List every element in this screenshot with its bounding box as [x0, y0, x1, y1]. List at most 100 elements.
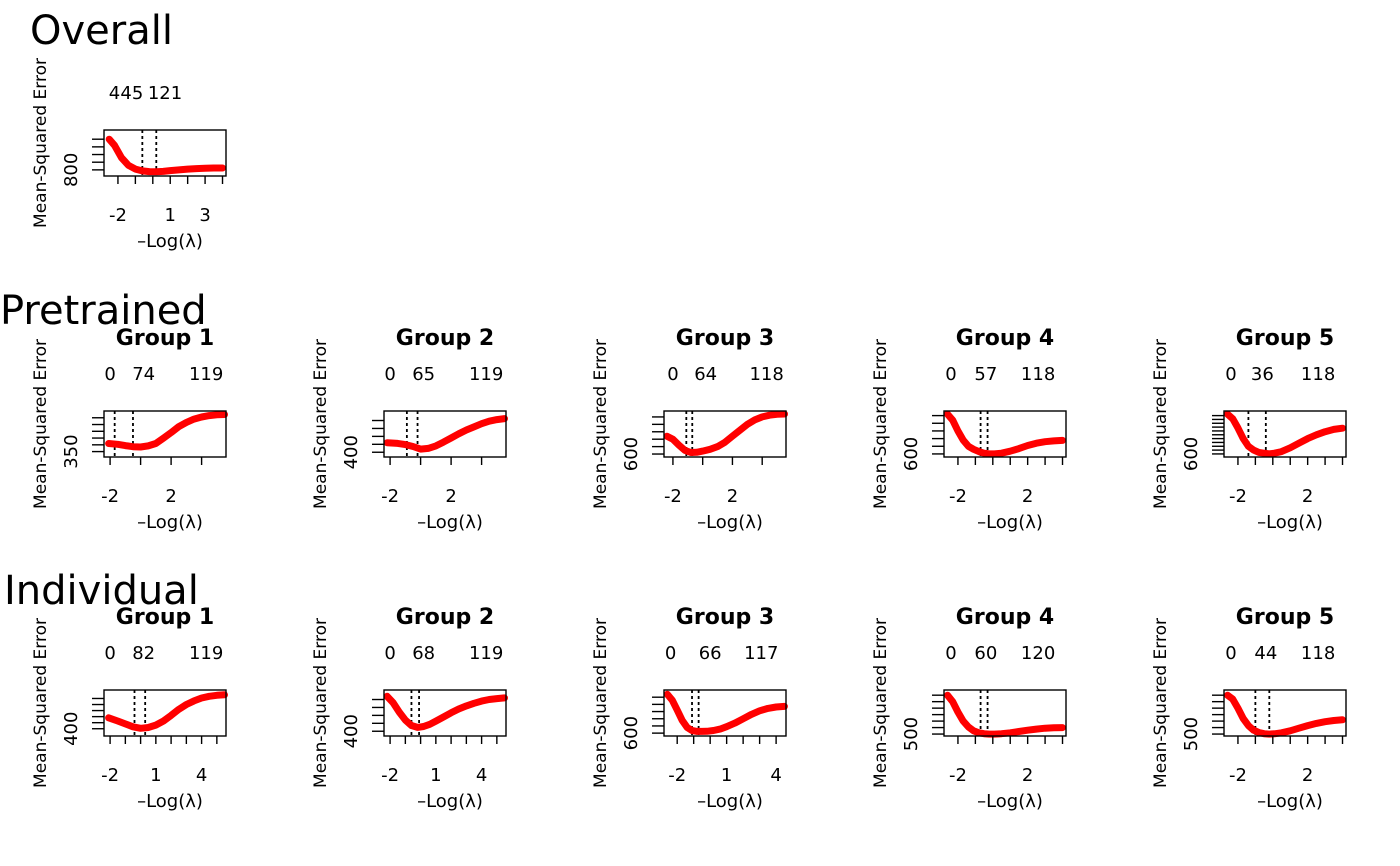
chart-panel: Group 3 0 64 118 -2 2 600 –Log(λ) Mean-Squared E…: [591, 326, 788, 533]
top-tick-label: 118: [1301, 643, 1335, 664]
cv-error-curve: [944, 691, 1066, 738]
x-tick-label: -2: [109, 205, 127, 226]
y-tick-label: 600: [621, 716, 642, 750]
panel-title: Group 3: [676, 326, 774, 351]
cv-error-curve: [105, 411, 228, 451]
x-axis-label: –Log(λ): [137, 512, 203, 533]
plot-box: [103, 689, 227, 737]
top-tick-label: 44: [1254, 643, 1277, 664]
chart-panel: Group 40 57 118 -2 2 600 –Log(λ) Mean-Squared E…: [871, 326, 1067, 533]
y-axis-label: Mean-Squared Error: [31, 339, 51, 509]
top-tick-label: 74: [132, 364, 155, 385]
chart-panel: Group 10 82 119 -2 1 4 400 –Log(λ) Mean-Squared …: [31, 605, 228, 812]
top-tick-label: 0: [104, 364, 115, 385]
cv-error-curve: [105, 691, 228, 732]
y-tick-label: 500: [901, 717, 922, 751]
panel-title: Group 2: [396, 326, 494, 351]
x-axis-label: –Log(λ): [417, 791, 483, 812]
x-tick-label: 4: [196, 765, 207, 786]
y-tick-label: 400: [341, 435, 362, 469]
cv-error-curve: [383, 415, 508, 453]
x-tick-label: 4: [476, 765, 487, 786]
chart-panel: Group 50 36 118 -2 2 600 –Log(λ) Mean-Squared E…: [1151, 326, 1347, 533]
cv-error-curve: [383, 692, 508, 731]
x-tick-label: -2: [1229, 486, 1247, 507]
x-tick-label: -2: [101, 765, 119, 786]
x-tick-label: 1: [721, 765, 732, 786]
chart-panel: 4 45 121 -2 1 3 800 –Log(λ) Mean-Squared Error: [31, 58, 227, 252]
x-tick-label: -2: [101, 486, 119, 507]
panel-title: Group 5: [1236, 605, 1334, 630]
panel-title: Group 1: [116, 326, 214, 351]
chart-panel: Group 40 60 120 -2 2 500 –Log(λ) Mean-Squared E…: [871, 605, 1067, 812]
top-tick-label: 119: [469, 643, 503, 664]
section-title-overall: Overall: [30, 8, 173, 54]
top-tick-label: 68: [412, 643, 435, 664]
y-axis-label: Mean-Squared Error: [311, 618, 331, 788]
top-tick-label: 82: [132, 643, 155, 664]
top-tick-label: 119: [189, 364, 223, 385]
y-tick-label: 400: [341, 714, 362, 748]
x-tick-label: -2: [381, 486, 399, 507]
y-axis-label: Mean-Squared Error: [31, 618, 51, 788]
x-axis-label: –Log(λ): [417, 512, 483, 533]
panel-title: Group 4: [956, 605, 1054, 630]
x-tick-label: 1: [165, 205, 176, 226]
y-tick-label: 350: [61, 434, 82, 468]
plot-box: [383, 410, 507, 458]
x-tick-label: 2: [1302, 765, 1313, 786]
x-tick-label: 1: [150, 765, 161, 786]
x-tick-label: 2: [1302, 486, 1313, 507]
panel-title: Group 2: [396, 605, 494, 630]
top-tick-label: 0: [384, 364, 395, 385]
top-tick-label: 0: [1225, 643, 1236, 664]
x-axis-label: –Log(λ): [697, 512, 763, 533]
y-tick-label: 600: [1181, 437, 1202, 471]
section-title-pretrained: Pretrained: [0, 288, 207, 334]
top-tick-label: 45: [120, 83, 143, 104]
section-title-individual: Individual: [4, 568, 199, 614]
panel-title: Group 1: [116, 605, 214, 630]
panel-title: Group 3: [676, 605, 774, 630]
x-tick-label: -2: [381, 765, 399, 786]
x-tick-label: -2: [949, 765, 967, 786]
plot-box: [943, 689, 1067, 737]
x-axis-label: –Log(λ): [137, 791, 203, 812]
cv-error-curve: [105, 135, 226, 176]
top-tick-label: 118: [1021, 364, 1055, 385]
plot-box: [103, 410, 227, 458]
x-tick-label: 4: [770, 765, 781, 786]
x-axis-label: –Log(λ): [1257, 791, 1323, 812]
chart-panel: Group 20 65 119 -2 2 400 –Log(λ) Mean-Squared E…: [311, 326, 508, 533]
chart-panel: Group 20 68 119 -2 1 4 400 –Log(λ) Mean-Squared …: [311, 605, 508, 812]
panel-title: Group 5: [1236, 326, 1334, 351]
plot-box: [663, 410, 787, 458]
top-tick-label: 0: [945, 643, 956, 664]
top-tick-label: 119: [189, 643, 223, 664]
top-tick-label: 118: [1301, 364, 1335, 385]
x-tick-label: 3: [199, 205, 210, 226]
top-tick-label: 0: [945, 364, 956, 385]
cv-error-curve: [1224, 410, 1346, 458]
plot-box: [663, 689, 787, 737]
y-axis-label: Mean-Squared Error: [1151, 339, 1171, 509]
top-tick-label: 64: [694, 364, 717, 385]
x-tick-label: 2: [1022, 486, 1033, 507]
top-tick-label: 118: [749, 364, 783, 385]
y-axis-label: Mean-Squared Error: [591, 339, 611, 509]
x-tick-label: -2: [1229, 765, 1247, 786]
x-tick-label: 2: [1022, 765, 1033, 786]
y-tick-label: 600: [901, 437, 922, 471]
x-tick-label: 2: [445, 486, 456, 507]
x-axis-label: –Log(λ): [697, 791, 763, 812]
top-tick-label: 60: [974, 643, 997, 664]
plot-box: [1223, 689, 1347, 737]
y-tick-label: 600: [621, 437, 642, 471]
x-axis-label: –Log(λ): [1257, 512, 1323, 533]
y-axis-label: Mean-Squared Error: [871, 618, 891, 788]
x-axis-label: –Log(λ): [977, 512, 1043, 533]
chart-panel: Group 50 44 118 -2 2 500 –Log(λ) Mean-Squared E…: [1151, 605, 1347, 812]
y-tick-label: 500: [1181, 717, 1202, 751]
